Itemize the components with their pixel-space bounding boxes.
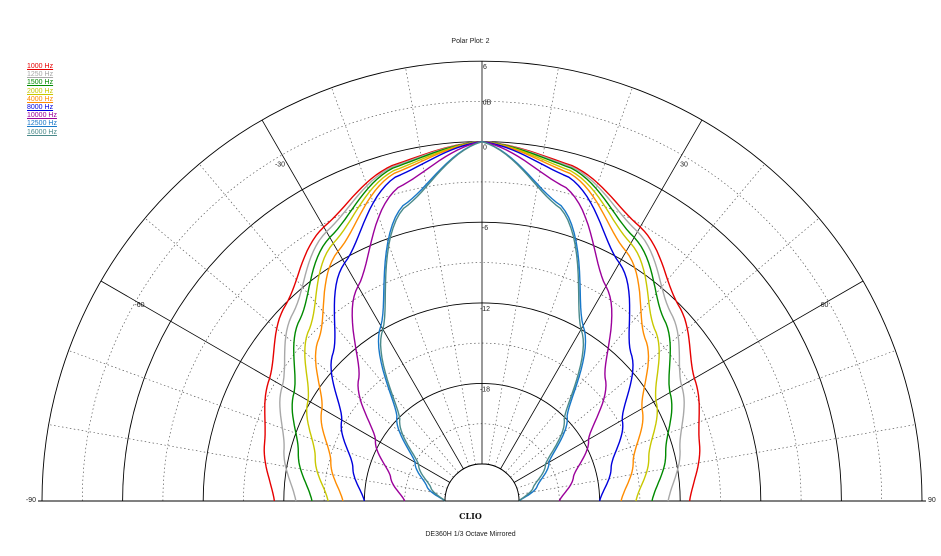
legend-entry: 1500 Hz bbox=[27, 79, 54, 87]
polar-spoke-minor bbox=[505, 163, 766, 473]
chart-caption: DE360H 1/3 Octave Mirrored bbox=[425, 531, 516, 538]
radial-tick-label: 6 bbox=[483, 64, 487, 71]
polar-spoke-major bbox=[261, 119, 464, 470]
polar-ring-minor bbox=[243, 262, 721, 502]
angle-tick-label: 60 bbox=[821, 302, 829, 309]
chart-title: Polar Plot: 2 bbox=[451, 38, 490, 45]
polar-spoke-major bbox=[513, 280, 864, 483]
legend-entry: 2000 Hz bbox=[27, 87, 54, 95]
polar-spoke-minor bbox=[516, 350, 896, 489]
legend-entry: 10000 Hz bbox=[27, 112, 57, 120]
polar-spoke-minor bbox=[405, 67, 476, 465]
brand-logo: CLIO bbox=[459, 511, 482, 521]
polar-spoke-minor bbox=[144, 217, 454, 478]
legend: 1000 Hz 1250 Hz 1500 Hz 2000 Hz 4000 Hz 8000 … bbox=[27, 63, 57, 137]
series-line bbox=[379, 140, 585, 502]
angle-tick-label: -30 bbox=[275, 161, 285, 168]
radial-tick-label: 0 bbox=[483, 145, 487, 152]
radial-tick-label: -18 bbox=[480, 386, 490, 393]
polar-spoke-minor bbox=[510, 217, 820, 478]
legend-entry: 1250 Hz bbox=[27, 71, 54, 79]
polar-grid bbox=[38, 60, 926, 502]
angle-tick-label: -90 bbox=[26, 497, 36, 504]
legend-entry: 12500 Hz bbox=[27, 120, 57, 128]
legend-entry: 8000 Hz bbox=[27, 104, 54, 112]
series-curves bbox=[263, 140, 701, 502]
polar-spoke-major bbox=[100, 280, 451, 483]
polar-spoke-minor bbox=[68, 350, 448, 489]
angle-tick-label: 30 bbox=[680, 161, 688, 168]
radial-unit-label: dB bbox=[483, 99, 492, 106]
polar-spoke-minor bbox=[518, 424, 916, 495]
angle-tick-label: -60 bbox=[134, 302, 144, 309]
legend-entry: 1000 Hz bbox=[27, 63, 54, 70]
polar-spoke-minor bbox=[198, 163, 459, 473]
legend-entry: 16000 Hz bbox=[27, 128, 57, 136]
pole-hole bbox=[444, 463, 520, 502]
polar-spoke-minor bbox=[48, 424, 446, 495]
polar-spoke-major bbox=[500, 119, 703, 470]
radial-tick-label: -6 bbox=[482, 225, 488, 232]
radial-tick-label: -12 bbox=[480, 306, 490, 313]
angle-tick-label: 90 bbox=[928, 497, 936, 504]
legend-entry: 4000 Hz bbox=[27, 95, 54, 103]
polar-spoke-minor bbox=[488, 67, 559, 465]
polar-spoke-minor bbox=[331, 87, 470, 467]
polar-ring-minor bbox=[82, 101, 882, 502]
